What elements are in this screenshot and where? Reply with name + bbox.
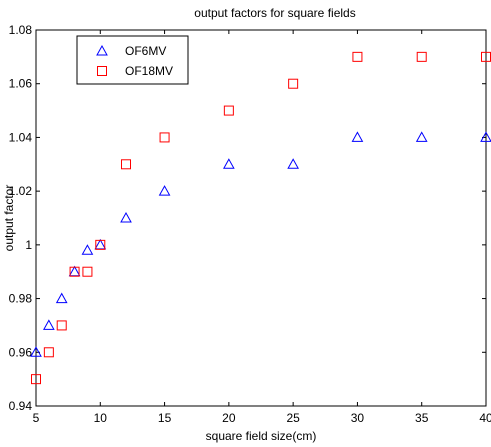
of6mv-point (287, 158, 299, 169)
plot-frame (35, 29, 487, 407)
x-axis-title: square field size(cm) (206, 429, 317, 443)
of6mv-point (120, 211, 132, 223)
y-tick-label: 1.04 (9, 130, 33, 144)
x-tick-label: 5 (33, 411, 40, 425)
x-tick-label: 40 (479, 411, 491, 425)
x-tick-label: 15 (158, 411, 172, 425)
legend-entries: OF6MV OF18MV (96, 44, 173, 78)
of18mv-point (416, 51, 427, 62)
of18mv-point (159, 132, 170, 143)
x-tick-label: 10 (94, 411, 108, 425)
tick-labels: 5 10 15 20 25 30 35 40 0.94 0.96 0.98 1 1.02 1.04 1.06… (9, 23, 491, 425)
of18mv-point (56, 320, 67, 331)
of6mv-legend-label: OF6MV (125, 44, 166, 58)
of18mv-point (223, 105, 234, 116)
x-tick-label: 30 (351, 411, 365, 425)
y-tick-label: 1.08 (9, 23, 33, 37)
x-tick-label: 20 (222, 411, 236, 425)
of6mv-legend-marker (96, 44, 108, 56)
of18mv-point (352, 51, 363, 62)
of6mv-point (30, 346, 42, 357)
of18mv-legend-marker (97, 66, 107, 76)
of6mv-point (43, 319, 55, 330)
of18mv-point (69, 266, 80, 277)
of6mv-point (55, 292, 68, 304)
y-tick-label: 1.06 (9, 77, 33, 91)
of6mv-point (223, 158, 235, 169)
of18mv-point (121, 159, 131, 170)
x-tick-label: 25 (286, 411, 300, 425)
legend: OF6MV OF18MV (76, 35, 189, 85)
of18mv-point (43, 347, 54, 358)
of18mv-point (288, 78, 299, 89)
y-tick-label: 0.96 (9, 345, 33, 359)
of6mv-point (415, 131, 428, 142)
of18mv-point (31, 374, 41, 385)
of6mv-point (351, 131, 364, 142)
of6mv-point (81, 244, 94, 255)
of6mv-point (158, 185, 171, 196)
legend-box (76, 35, 189, 85)
of18mv-point (82, 266, 93, 277)
x-tick-label: 35 (415, 411, 429, 425)
y-tick-label: 0.98 (9, 292, 33, 306)
y-tick-label: 0.94 (9, 399, 33, 413)
y-tick-label: 1.02 (9, 184, 33, 198)
of6mv-point (480, 131, 491, 142)
axis-ticks (35, 29, 487, 407)
y-axis-title: output factor (2, 185, 16, 252)
y-tick-label: 1 (25, 238, 32, 252)
of18mv-legend-label: OF18MV (125, 64, 173, 78)
of18mv-point (95, 239, 106, 250)
chart-title: output factors for square fields (194, 6, 355, 20)
